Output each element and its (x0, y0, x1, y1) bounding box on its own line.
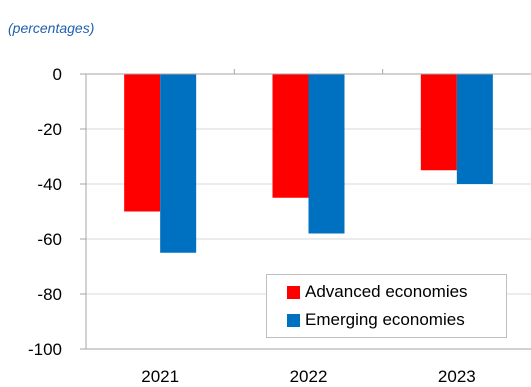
x-tick-label: 2023 (438, 367, 476, 386)
bar-advanced (272, 74, 309, 198)
legend-swatch-emerging (287, 313, 300, 327)
y-tick-label: -80 (37, 285, 62, 304)
y-tick-labels: 0 -20 -40 -60 -80 -100 (28, 65, 62, 359)
legend-swatch-advanced (287, 285, 300, 299)
y-tick-label: -20 (37, 120, 62, 139)
x-tick-labels: 2021 2022 2023 (141, 367, 475, 386)
y-tick-label: -100 (28, 340, 62, 359)
y-tick-label: -40 (37, 175, 62, 194)
bars (124, 74, 493, 253)
x-tick-label: 2022 (290, 367, 328, 386)
chart-subtitle: (percentages) (8, 20, 95, 36)
y-tick-label: -60 (37, 230, 62, 249)
legend-item-emerging: Emerging economies (287, 310, 465, 330)
bar-advanced (124, 74, 161, 212)
x-tick-label: 2021 (141, 367, 179, 386)
legend-label-advanced: Advanced economies (305, 282, 468, 301)
y-tick-label: 0 (53, 65, 62, 84)
bar-advanced (420, 74, 457, 171)
legend: Advanced economies Emerging economies (266, 274, 507, 338)
legend-label-emerging: Emerging economies (305, 310, 465, 329)
legend-item-advanced: Advanced economies (287, 282, 468, 302)
bar-emerging (308, 74, 345, 234)
axes (80, 69, 531, 350)
bar-emerging (160, 74, 197, 253)
bar-emerging (456, 74, 493, 184)
